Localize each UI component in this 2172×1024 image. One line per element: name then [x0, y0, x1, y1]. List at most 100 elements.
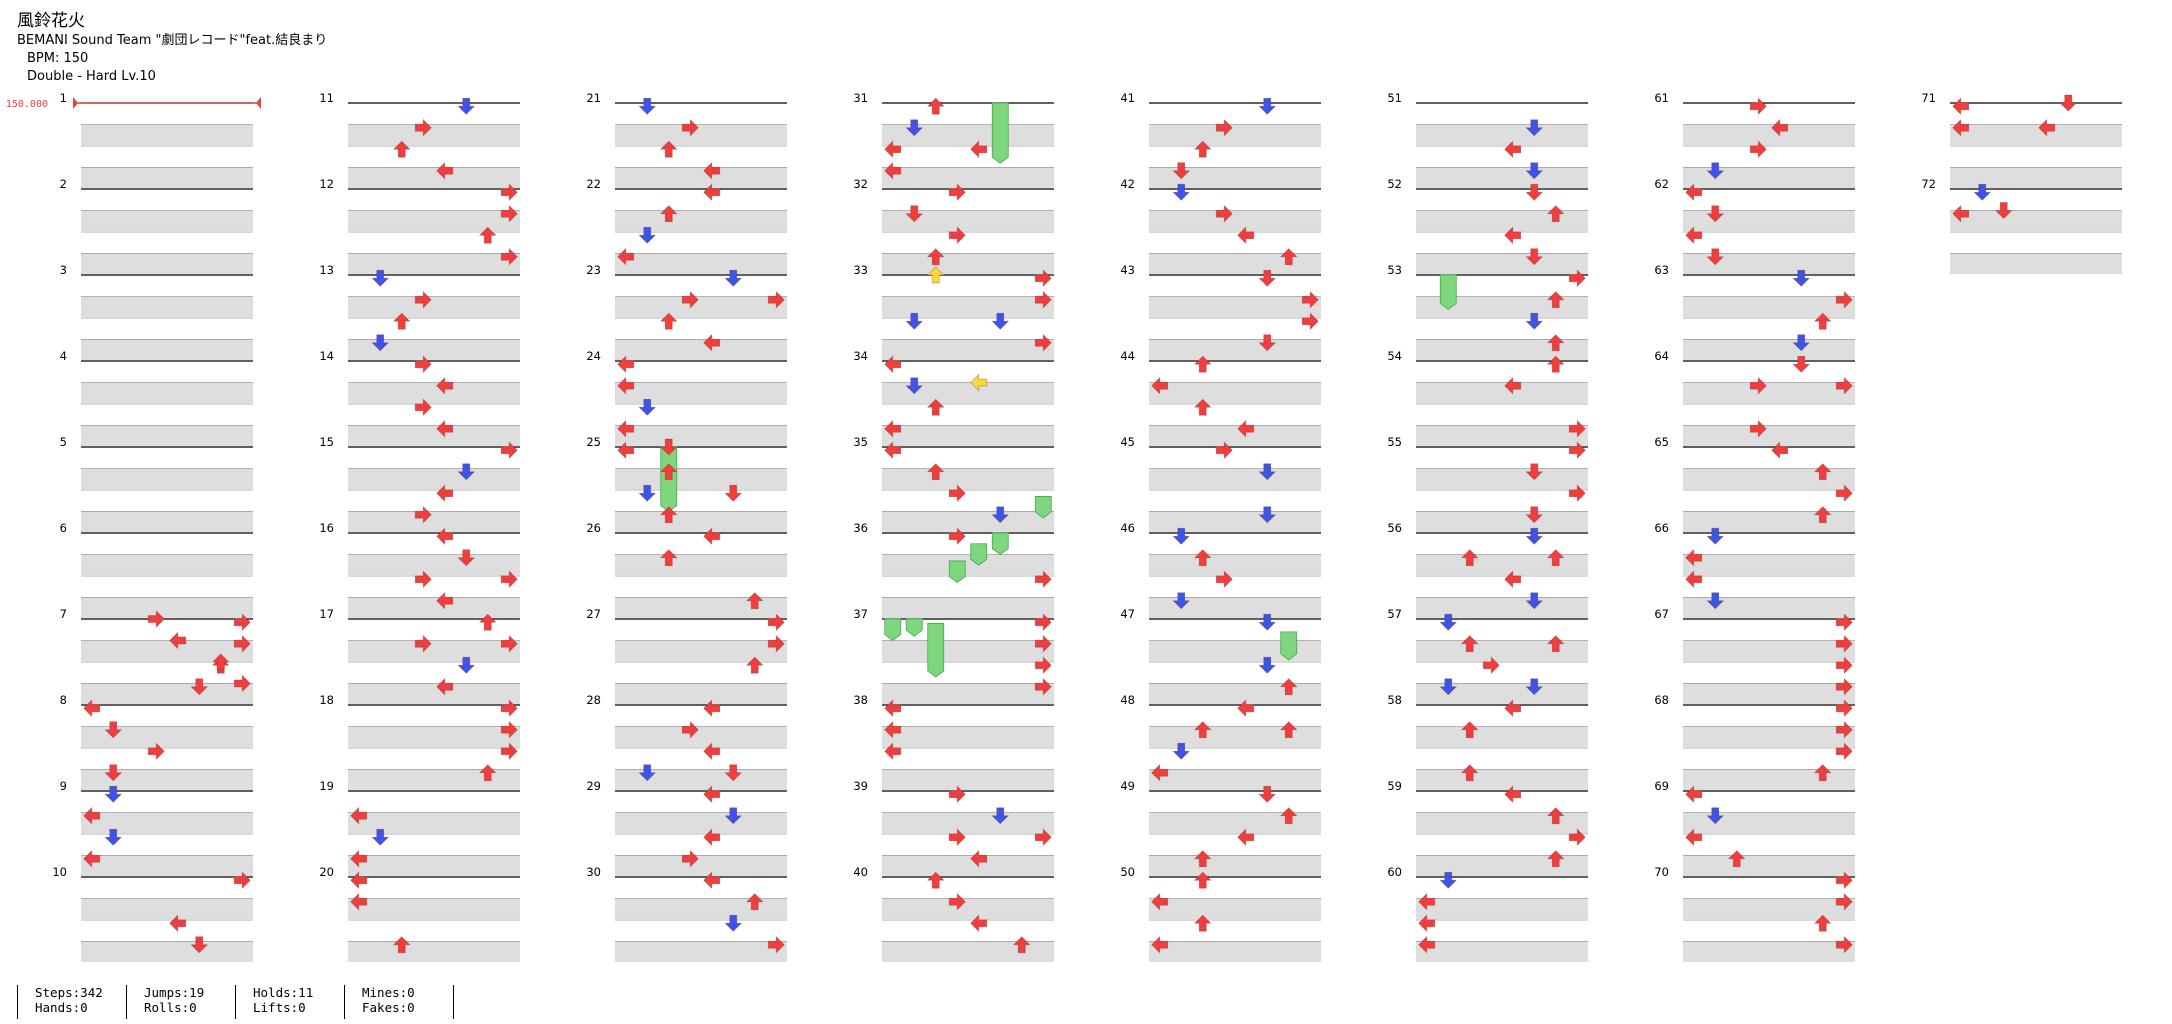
beat-stripe — [615, 383, 787, 403]
note-arrow-down — [659, 438, 678, 456]
beat-stripe — [615, 167, 787, 188]
note-arrow-right — [500, 634, 518, 653]
measure-number: 37 — [853, 607, 868, 621]
note-arrow-up — [1460, 635, 1479, 653]
measure-number: 12 — [319, 177, 334, 191]
stat-rolls: Rolls:0 — [144, 1000, 197, 1015]
beat-stripe — [348, 555, 520, 575]
beat-stripe — [615, 597, 787, 618]
measure-28: 28 — [586, 693, 787, 790]
note-arrow-right — [1215, 570, 1233, 589]
beat-stripe — [1416, 597, 1588, 618]
beat-stripe — [1149, 425, 1321, 446]
note-arrow-right — [948, 226, 966, 245]
note-arrow-up — [1727, 850, 1746, 868]
beat-stripe — [1416, 641, 1588, 661]
note-arrow-down — [104, 721, 123, 739]
beat-stripe — [615, 211, 787, 231]
note-arrow-up — [1193, 721, 1212, 739]
note-arrow-right — [948, 484, 966, 503]
note-arrow-right — [948, 892, 966, 911]
note-arrow-right — [1568, 419, 1586, 438]
note-arrow-up — [1193, 355, 1212, 373]
measure-49: 49 — [1120, 779, 1321, 876]
note-arrow-down — [1973, 183, 1992, 201]
note-arrow-right — [233, 613, 251, 632]
beat-stripe — [1416, 167, 1588, 188]
beat-stripe — [1416, 555, 1588, 575]
note-arrow-down — [371, 334, 390, 352]
note-arrow-left — [169, 914, 187, 933]
beat-stripe — [1683, 941, 1855, 962]
note-arrow-up — [1193, 398, 1212, 416]
measure-52: 52 — [1387, 177, 1588, 274]
note-arrow-up — [1813, 312, 1832, 330]
beat-stripe — [1416, 855, 1588, 876]
measure-42: 42 — [1120, 177, 1321, 274]
measure-number: 65 — [1654, 435, 1669, 449]
note-arrow-right — [681, 720, 699, 739]
hold-body — [927, 622, 945, 678]
beat-stripe — [1683, 813, 1855, 833]
beat-stripe — [348, 125, 520, 145]
measure-30: 30 — [586, 865, 787, 962]
note-arrow-left — [884, 441, 902, 460]
measure-number: 32 — [853, 177, 868, 191]
note-arrow-down — [2059, 94, 2078, 112]
note-arrow-left — [703, 699, 721, 718]
note-arrow-left — [83, 806, 101, 825]
beat-stripe — [348, 297, 520, 317]
measure-number: 41 — [1120, 91, 1135, 105]
note-arrow-up — [478, 226, 497, 244]
note-arrow-right — [1034, 290, 1052, 309]
note-arrow-up — [1279, 678, 1298, 696]
note-arrow-right — [681, 290, 699, 309]
note-arrow-up — [1012, 936, 1031, 954]
note-arrow-up — [1460, 721, 1479, 739]
note-arrow-down — [905, 377, 924, 395]
note-arrow-down — [1706, 205, 1725, 223]
beat-stripe — [882, 425, 1054, 446]
measure-number: 52 — [1387, 177, 1402, 191]
measure-41: 41 — [1120, 91, 1321, 188]
song-bpm: BPM: 150 — [27, 51, 89, 66]
beat-stripe — [1416, 125, 1588, 145]
measure-38: 38 — [853, 693, 1054, 790]
note-arrow-right — [1749, 97, 1767, 116]
measure-number: 62 — [1654, 177, 1669, 191]
measure-number: 25 — [586, 435, 601, 449]
measure-24: 24 — [586, 349, 787, 446]
beat-stripe — [1149, 899, 1321, 919]
note-arrow-right — [1034, 677, 1052, 696]
beat-stripe — [615, 941, 787, 962]
beat-stripe — [81, 683, 253, 704]
measure-number: 7 — [60, 607, 67, 621]
note-arrow-left — [703, 333, 721, 352]
measure-43: 43 — [1120, 263, 1321, 360]
beat-stripe — [882, 297, 1054, 317]
note-arrow-left — [617, 247, 635, 266]
note-arrow-right — [1568, 484, 1586, 503]
note-arrow-left — [1771, 118, 1789, 137]
measure-number: 30 — [586, 865, 601, 879]
note-arrow-right — [1835, 484, 1853, 503]
song-difficulty: Double - Hard Lv.10 — [27, 69, 156, 84]
note-arrow-right — [948, 828, 966, 847]
beat-stripe — [1149, 211, 1321, 231]
measure-40: 40 — [853, 865, 1054, 962]
measure-58: 58 — [1387, 693, 1588, 790]
measure-number: 22 — [586, 177, 601, 191]
note-arrow-down — [1994, 202, 2013, 220]
measure-number: 8 — [60, 693, 67, 707]
note-arrow-left — [169, 631, 187, 650]
note-arrow-up — [659, 205, 678, 223]
beat-stripe — [615, 899, 787, 919]
beat-stripe — [1683, 297, 1855, 317]
note-arrow-up — [1460, 549, 1479, 567]
note-arrow-right — [1482, 656, 1500, 675]
measure-number: 13 — [319, 263, 334, 277]
note-arrow-left — [1685, 570, 1703, 589]
beat-stripe — [1950, 253, 2122, 274]
note-arrow-down — [905, 119, 924, 137]
note-arrow-right — [233, 674, 251, 693]
